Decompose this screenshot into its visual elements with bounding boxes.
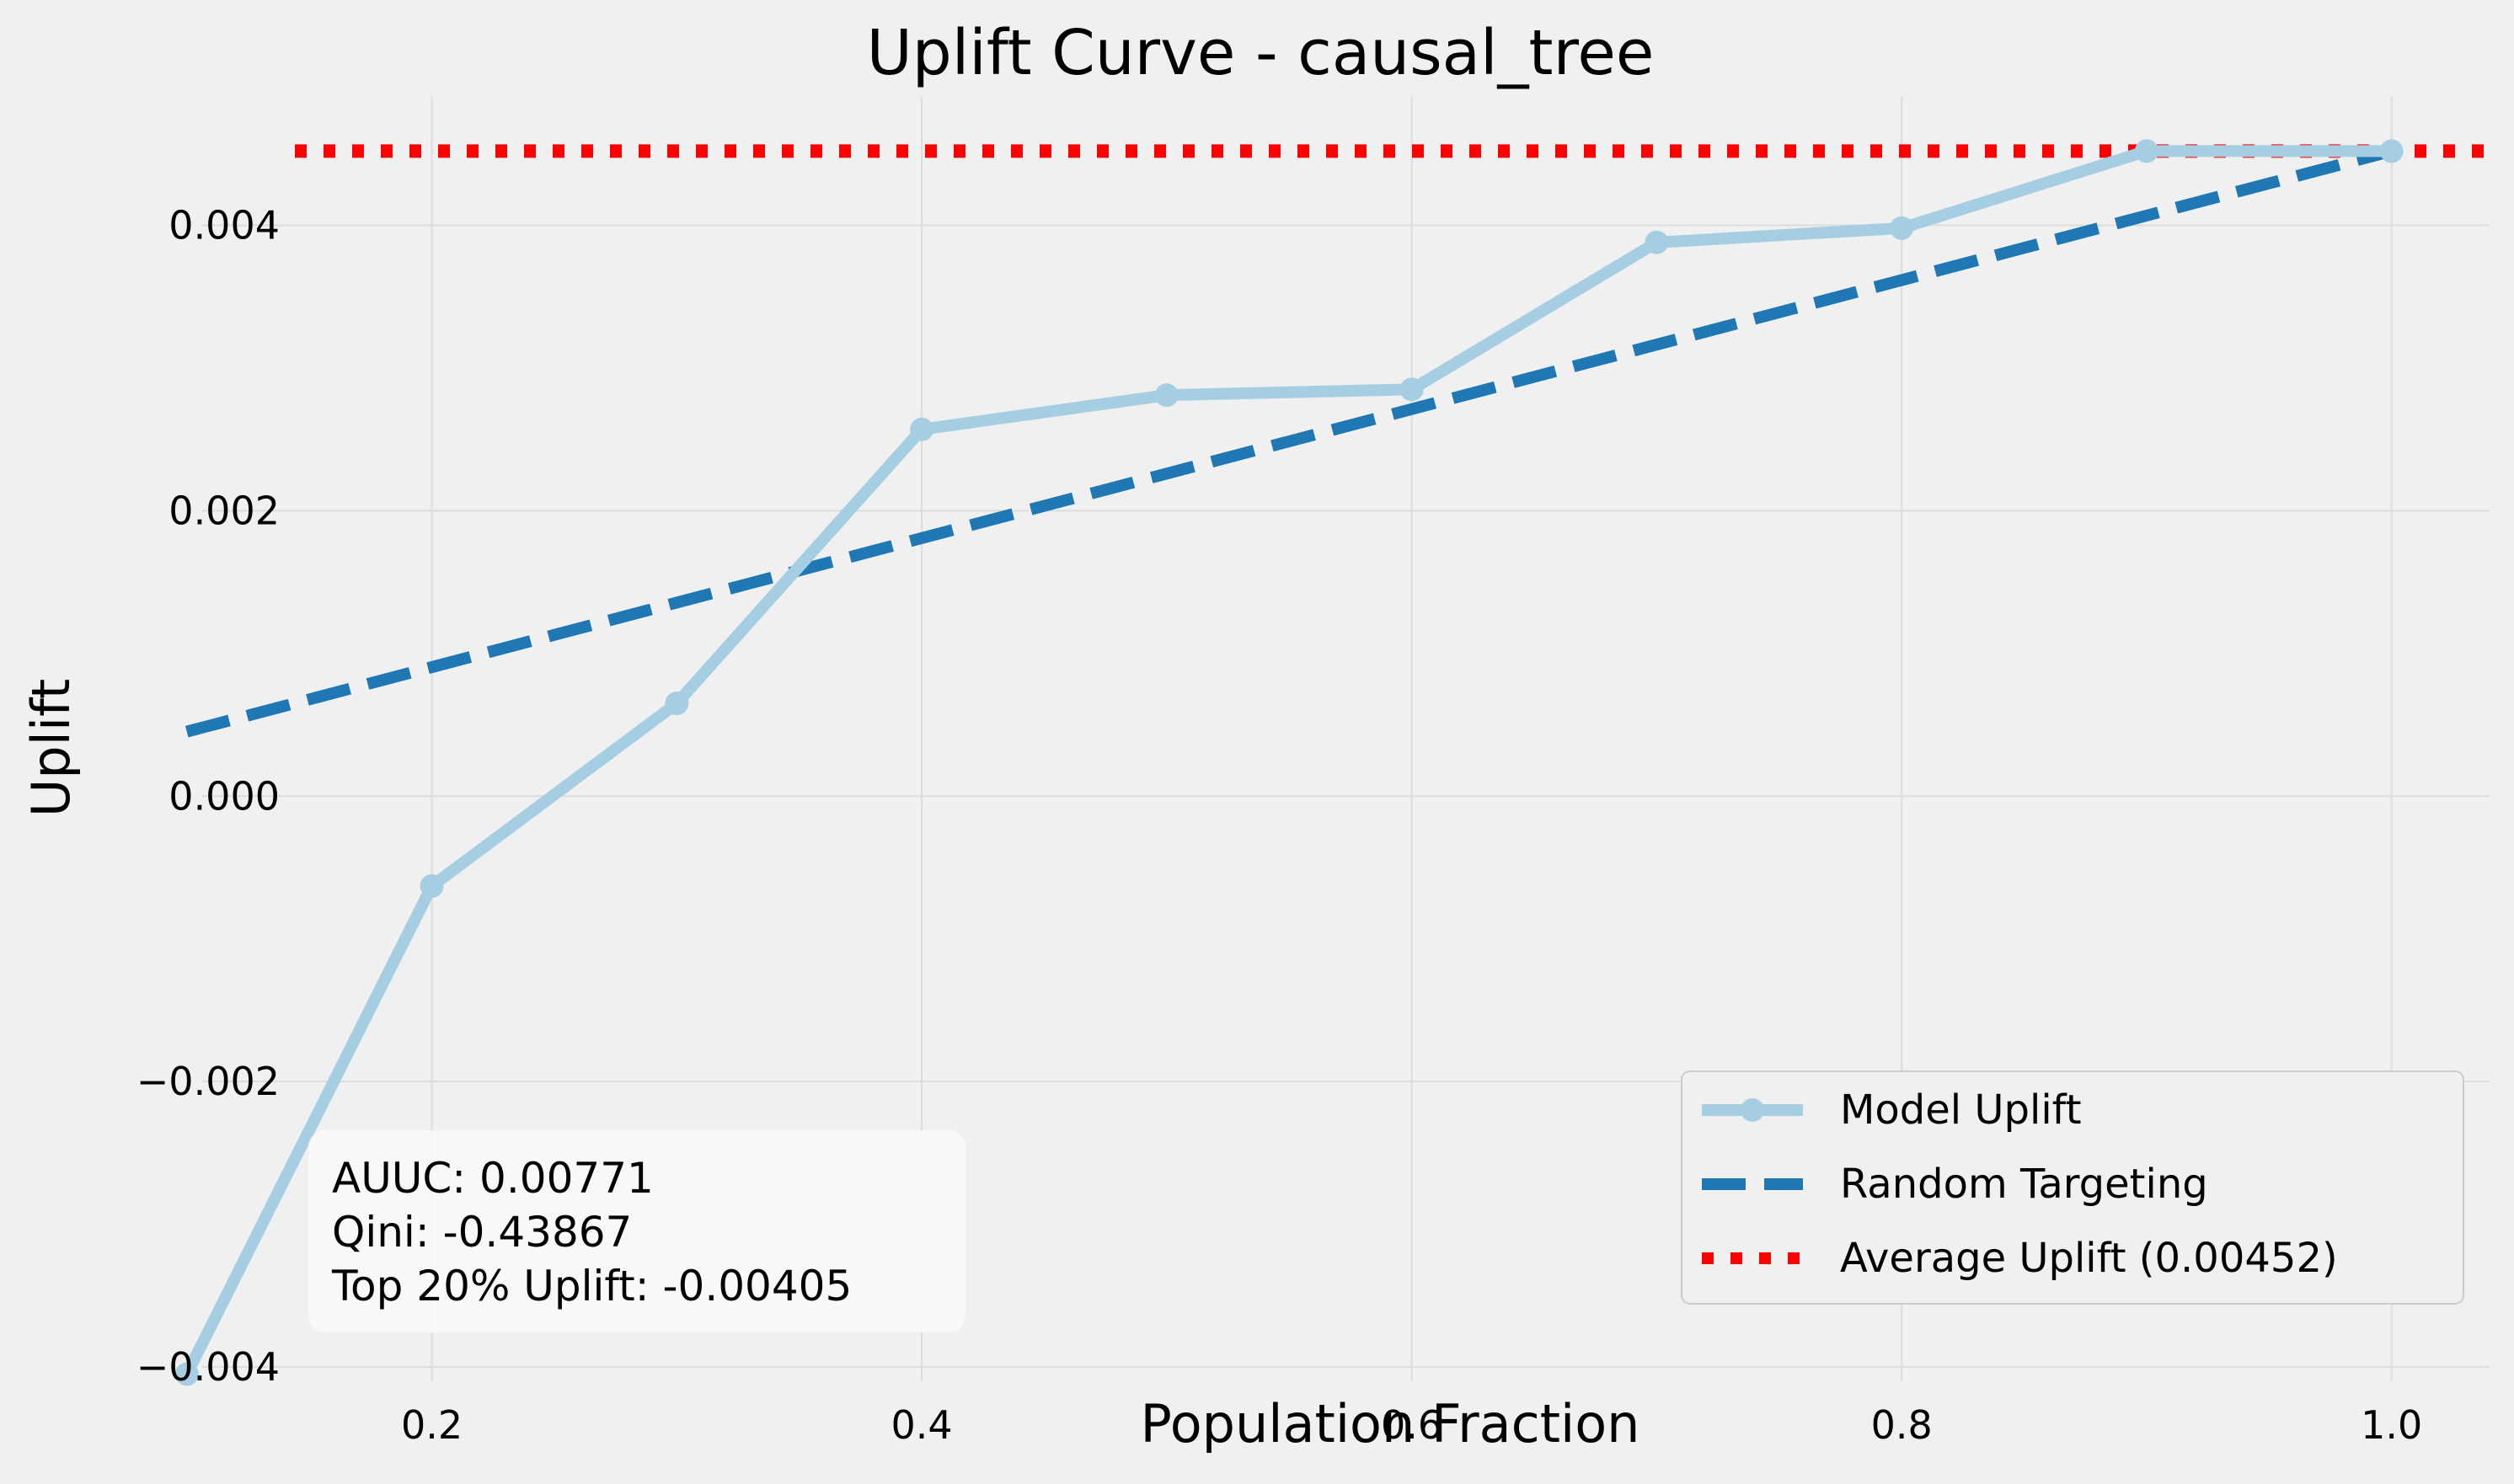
x-tick-label: 0.2 xyxy=(401,1402,463,1448)
series-layer xyxy=(174,139,2490,1386)
model-uplift-point xyxy=(1399,377,1424,402)
y-tick-label: −0.004 xyxy=(136,1344,280,1390)
stats-auuc: AUUC: 0.00771 xyxy=(332,1154,654,1203)
y-tick-label: 0.004 xyxy=(168,203,280,248)
model-uplift-point xyxy=(420,874,444,899)
x-tick-label: 0.8 xyxy=(1871,1402,1933,1448)
x-tick-label: 0.4 xyxy=(891,1402,952,1448)
ticks: 0.2 0.4 0.6 0.8 1.0 −0.004 −0.002 0.000 0.002 0.0… xyxy=(136,203,2423,1449)
y-tick-label: 0.002 xyxy=(168,488,280,533)
legend-entry-model-uplift: Model Uplift xyxy=(1702,1086,2082,1134)
legend-frame xyxy=(1681,1070,2464,1305)
stats-qini: Qini: -0.43867 xyxy=(332,1208,632,1257)
model-uplift-line xyxy=(181,145,2392,1377)
stats-top20: Top 20% Uplift: -0.00405 xyxy=(331,1262,852,1311)
y-tick-label: 0.000 xyxy=(168,773,280,819)
model-uplift-point xyxy=(2134,139,2158,163)
legend-label-model-uplift: Model Uplift xyxy=(1840,1086,2082,1134)
legend-entry-average-uplift: Average Uplift (0.00452) xyxy=(1702,1235,2338,1282)
stats-box-background xyxy=(308,1130,965,1332)
model-uplift-point xyxy=(665,691,689,716)
legend-label-average-uplift: Average Uplift (0.00452) xyxy=(1840,1235,2338,1282)
x-tick-label: 1.0 xyxy=(2361,1402,2422,1448)
model-uplift-point xyxy=(1154,383,1179,408)
model-uplift-point xyxy=(910,417,934,441)
model-uplift-point xyxy=(2379,139,2404,163)
legend-marker-model-uplift xyxy=(1741,1098,1764,1122)
model-uplift-point xyxy=(1890,216,1914,240)
y-tick-label: −0.002 xyxy=(136,1059,280,1104)
legend: Model Uplift Random Targeting Average Up… xyxy=(1681,1070,2464,1305)
legend-entry-random-targeting: Random Targeting xyxy=(1702,1161,2208,1208)
random-targeting-line xyxy=(185,145,2394,738)
y-axis-label: Uplift xyxy=(20,679,82,817)
stats-box: AUUC: 0.00771 Qini: -0.43867 Top 20% Upl… xyxy=(308,1130,965,1332)
chart-title: Uplift Curve - causal_tree xyxy=(867,17,1655,89)
x-tick-label: 0.6 xyxy=(1381,1402,1442,1448)
legend-label-random-targeting: Random Targeting xyxy=(1840,1161,2208,1208)
model-uplift-point xyxy=(1645,230,1669,254)
x-axis-label: Population Fraction xyxy=(1141,1393,1640,1455)
model-uplift-point xyxy=(174,1362,199,1386)
